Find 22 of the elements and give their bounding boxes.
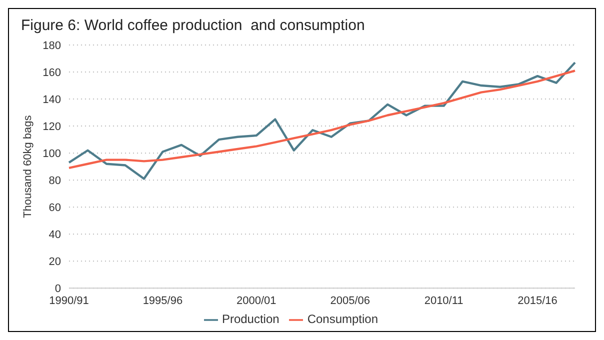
- y-tick-label: 60: [48, 202, 61, 214]
- x-tick-label: 2010/11: [424, 294, 464, 307]
- y-tick-label: 140: [42, 94, 61, 106]
- x-tick-label: 2000/01: [236, 294, 276, 307]
- x-tick-label: 2005/06: [330, 294, 370, 307]
- legend-label: Consumption: [307, 312, 378, 326]
- chart-title: Figure 6: World coffee production and consumption: [21, 17, 365, 34]
- y-tick-label: 0: [54, 283, 61, 296]
- y-tick-label: 80: [48, 175, 61, 187]
- y-tick-label: 100: [42, 148, 61, 160]
- x-tick-label: 2015/16: [518, 294, 558, 307]
- y-tick-label: 40: [48, 229, 61, 242]
- legend-label: Production: [222, 312, 280, 326]
- y-tick-label: 180: [42, 40, 61, 52]
- line-series: [68, 61, 576, 180]
- y-tick-label: 120: [42, 120, 61, 133]
- y-tick-label: 160: [42, 66, 61, 79]
- x-tick-label: 1990/91: [49, 294, 89, 307]
- line-series: [68, 70, 576, 170]
- y-tick-label: 20: [48, 256, 61, 268]
- x-tick-label: 1995/96: [142, 294, 183, 307]
- y-axis-title: Thousand 60kg bags: [22, 114, 34, 218]
